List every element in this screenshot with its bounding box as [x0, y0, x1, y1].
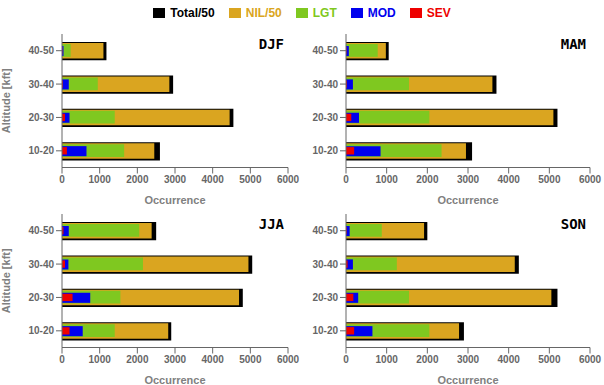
svg-text:2000: 2000 [416, 353, 439, 364]
svg-text:5000: 5000 [538, 174, 561, 185]
svg-text:6000: 6000 [277, 353, 300, 364]
svg-text:6000: 6000 [579, 353, 596, 364]
svg-text:20-30: 20-30 [312, 112, 338, 123]
svg-text:10-20: 10-20 [312, 145, 338, 156]
html-text:LGT: LGT [312, 6, 337, 20]
svg-text:Altitude [kft]: Altitude [kft] [8, 248, 12, 313]
svg-text:2000: 2000 [126, 174, 149, 185]
svg-text:10-20: 10-20 [28, 145, 54, 156]
svg-text:3000: 3000 [457, 174, 480, 185]
svg-text:6000: 6000 [579, 174, 596, 185]
svg-text:2000: 2000 [416, 174, 439, 185]
svg-text:40-50: 40-50 [312, 45, 338, 56]
svg-text:30-40: 30-40 [28, 79, 54, 90]
svg-text:20-30: 20-30 [28, 291, 54, 302]
svg-text:30-40: 30-40 [28, 258, 54, 269]
svg-text:5000: 5000 [239, 353, 262, 364]
svg-text:1000: 1000 [376, 353, 399, 364]
svg-text:10-20: 10-20 [28, 325, 54, 336]
svg-text:Occurrence: Occurrence [144, 194, 205, 206]
svg-text:4000: 4000 [202, 353, 225, 364]
svg-text:2000: 2000 [126, 353, 149, 364]
svg-text:3000: 3000 [457, 353, 480, 364]
svg-text:10-20: 10-20 [312, 325, 338, 336]
html-text:DJF: DJF [258, 36, 284, 52]
svg-text:0: 0 [343, 174, 349, 185]
svg-text:Altitude [kft]: Altitude [kft] [8, 68, 12, 133]
svg-text:Occurrence: Occurrence [437, 373, 498, 385]
svg-text:0: 0 [59, 174, 65, 185]
html-text:SEV: SEV [426, 6, 451, 20]
html-text:MAM: MAM [560, 36, 586, 52]
svg-text:4000: 4000 [498, 353, 521, 364]
html-text:JJA: JJA [258, 215, 284, 232]
svg-text:3000: 3000 [164, 174, 187, 185]
svg-text:5000: 5000 [239, 174, 262, 185]
svg-text:1000: 1000 [89, 353, 112, 364]
html-text:NIL/50: NIL/50 [245, 6, 282, 20]
svg-text:30-40: 30-40 [312, 258, 338, 269]
svg-text:4000: 4000 [202, 174, 225, 185]
svg-text:30-40: 30-40 [312, 79, 338, 90]
svg-text:6000: 6000 [277, 174, 300, 185]
svg-text:1000: 1000 [89, 174, 112, 185]
svg-text:5000: 5000 [538, 353, 561, 364]
svg-text:1000: 1000 [376, 174, 399, 185]
svg-text:20-30: 20-30 [312, 291, 338, 302]
svg-text:40-50: 40-50 [28, 225, 54, 236]
svg-text:40-50: 40-50 [312, 225, 338, 236]
html-text:MOD: MOD [367, 6, 396, 20]
svg-text:40-50: 40-50 [28, 45, 54, 56]
svg-text:Occurrence: Occurrence [144, 373, 205, 385]
svg-text:Occurrence: Occurrence [437, 194, 498, 206]
svg-text:20-30: 20-30 [28, 112, 54, 123]
svg-text:4000: 4000 [498, 174, 521, 185]
svg-text:0: 0 [59, 353, 65, 364]
svg-text:3000: 3000 [164, 353, 187, 364]
html-text:SON: SON [560, 215, 586, 232]
html-text:Total/50: Total/50 [170, 6, 215, 20]
svg-text:0: 0 [343, 353, 349, 364]
